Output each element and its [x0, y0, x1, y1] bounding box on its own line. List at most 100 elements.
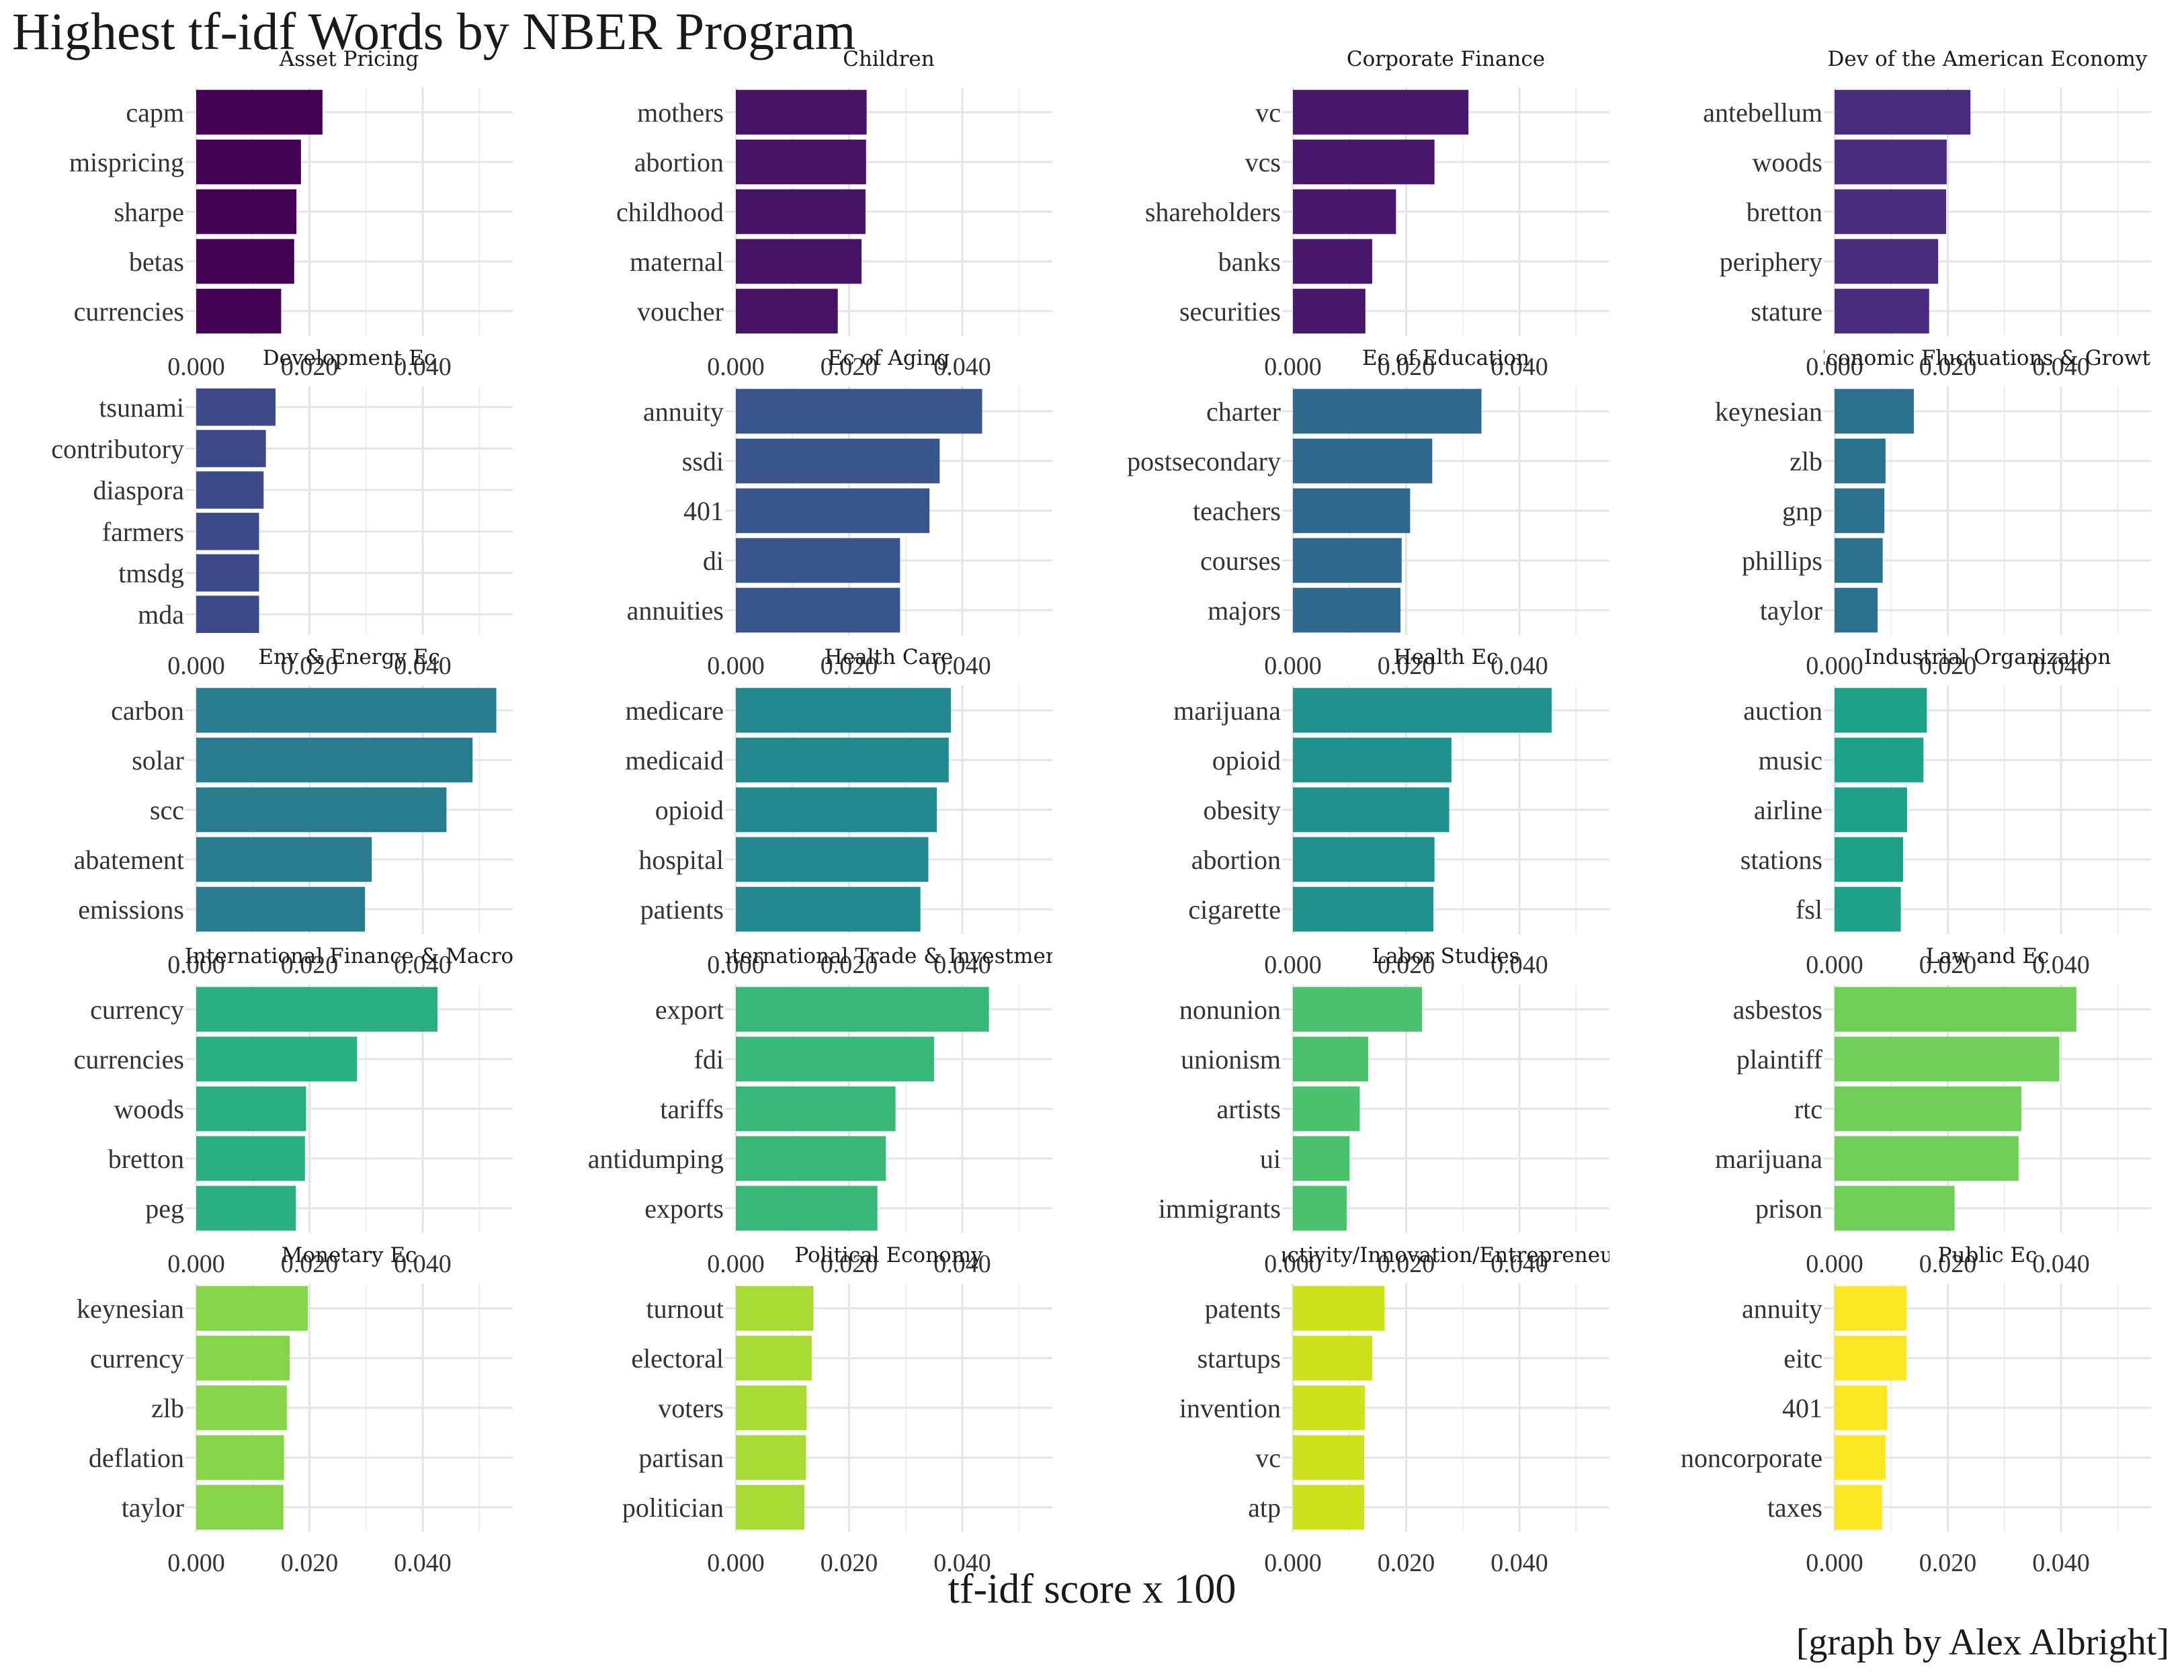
category-label: medicare — [625, 696, 724, 726]
facet-panel: Productivity/Innovation/Entrepreneurship… — [1179, 1243, 1668, 1577]
bar — [1293, 837, 1435, 882]
category-label: mothers — [637, 97, 724, 128]
x-tick-label: 0.020 — [1378, 1250, 1435, 1278]
x-axis-label: tf-idf score x 100 — [948, 1566, 1236, 1612]
category-label: antebellum — [1703, 97, 1822, 128]
x-tick-label: 0.040 — [933, 652, 991, 680]
bar — [736, 1086, 896, 1132]
x-tick-label: 0.000 — [707, 1549, 765, 1577]
x-tick-label: 0.000 — [167, 1549, 225, 1577]
bar — [736, 438, 940, 484]
bar — [196, 1335, 290, 1381]
category-label: bretton — [1747, 197, 1822, 227]
x-tick-label: 0.000 — [1264, 652, 1322, 680]
category-label: auction — [1743, 696, 1822, 726]
bar — [196, 986, 437, 1032]
x-tick-label: 0.020 — [1378, 951, 1435, 979]
bar — [196, 513, 259, 550]
panel-title: Political Economy — [794, 1243, 983, 1267]
category-label: politician — [622, 1493, 724, 1523]
category-label: exports — [644, 1193, 724, 1224]
x-tick-label: 0.000 — [1806, 652, 1863, 680]
bar — [1835, 1385, 1888, 1431]
category-label: woods — [1753, 147, 1822, 177]
category-label: invention — [1179, 1393, 1281, 1423]
panel-title: Industrial Organization — [1864, 645, 2111, 669]
chart-title: Highest tf-idf Words by NBER Program — [12, 2, 856, 60]
facet-panel: Labor Studies nonunion unionism artists ui im… — [1159, 944, 1609, 1278]
category-label: carbon — [111, 696, 184, 726]
category-label: bretton — [108, 1144, 184, 1174]
category-label: abortion — [634, 147, 724, 177]
panel-title: Productivity/Innovation/Entrepreneurship — [1224, 1243, 1668, 1267]
category-label: ssdi — [682, 446, 724, 476]
category-label: voucher — [637, 296, 724, 327]
x-tick-label: 0.040 — [2032, 353, 2090, 381]
bar — [196, 1385, 287, 1431]
bar — [196, 1136, 305, 1181]
x-tick-label: 0.040 — [1490, 353, 1548, 381]
x-tick-label: 0.000 — [1806, 951, 1863, 979]
category-label: peg — [145, 1193, 184, 1224]
bar — [1293, 587, 1401, 633]
panel-title: Monetary Ec — [282, 1243, 417, 1267]
category-label: startups — [1198, 1343, 1281, 1374]
category-label: childhood — [616, 197, 724, 227]
category-label: currencies — [74, 1044, 184, 1075]
bar — [1835, 388, 1914, 434]
category-label: obesity — [1203, 795, 1281, 825]
bar — [196, 1185, 296, 1231]
bar — [736, 837, 929, 882]
bar — [736, 587, 900, 633]
bar — [196, 1484, 284, 1530]
bar — [736, 1335, 812, 1381]
x-tick-label: 0.020 — [281, 951, 339, 979]
category-label: di — [703, 546, 724, 576]
x-tick-label: 0.020 — [281, 353, 339, 381]
x-tick-label: 0.000 — [1806, 1250, 1863, 1278]
category-label: export — [655, 995, 724, 1025]
category-label: cigarette — [1188, 894, 1281, 925]
x-tick-label: 0.020 — [821, 1549, 878, 1577]
category-label: currency — [90, 1343, 184, 1374]
bar — [1293, 1385, 1366, 1431]
category-label: taylor — [1760, 595, 1822, 626]
category-label: farmers — [102, 517, 184, 547]
bar — [196, 837, 372, 882]
bar — [1835, 239, 1939, 284]
bar — [1835, 438, 1886, 484]
bar — [196, 554, 259, 592]
x-tick-label: 0.020 — [1378, 1549, 1435, 1577]
bar — [736, 388, 982, 434]
x-tick-label: 0.000 — [1264, 1549, 1322, 1577]
x-tick-label: 0.040 — [1490, 951, 1548, 979]
bar — [196, 429, 266, 468]
category-label: medicaid — [625, 745, 724, 775]
category-label: zlb — [151, 1393, 184, 1423]
bar — [196, 388, 276, 426]
bar — [196, 189, 297, 235]
category-label: voters — [658, 1393, 724, 1423]
x-tick-label: 0.000 — [707, 353, 765, 381]
category-label: noncorporate — [1681, 1443, 1822, 1473]
category-label: plaintiff — [1736, 1044, 1823, 1075]
category-label: maternal — [630, 247, 724, 277]
bar — [1835, 1435, 1886, 1480]
category-label: partisan — [638, 1443, 724, 1473]
bar — [736, 488, 930, 534]
panel-title: International Trade & Investment — [710, 944, 1068, 968]
bar — [196, 1036, 358, 1082]
x-tick-label: 0.000 — [1264, 951, 1322, 979]
category-label: ui — [1260, 1144, 1281, 1174]
category-label: courses — [1200, 546, 1281, 576]
bar — [736, 687, 952, 733]
bar — [736, 189, 866, 235]
x-tick-label: 0.020 — [821, 353, 878, 381]
facet-panel: Public Ec annuity eitc 401 noncorporate taxes… — [1681, 1243, 2151, 1577]
facet-panel: Monetary Ec keynesian currency zlb deflation… — [77, 1243, 513, 1577]
bar — [1835, 1484, 1882, 1530]
bar — [1293, 239, 1372, 284]
bar — [736, 538, 900, 583]
category-label: annuity — [1742, 1294, 1822, 1324]
category-label: abortion — [1191, 845, 1281, 875]
